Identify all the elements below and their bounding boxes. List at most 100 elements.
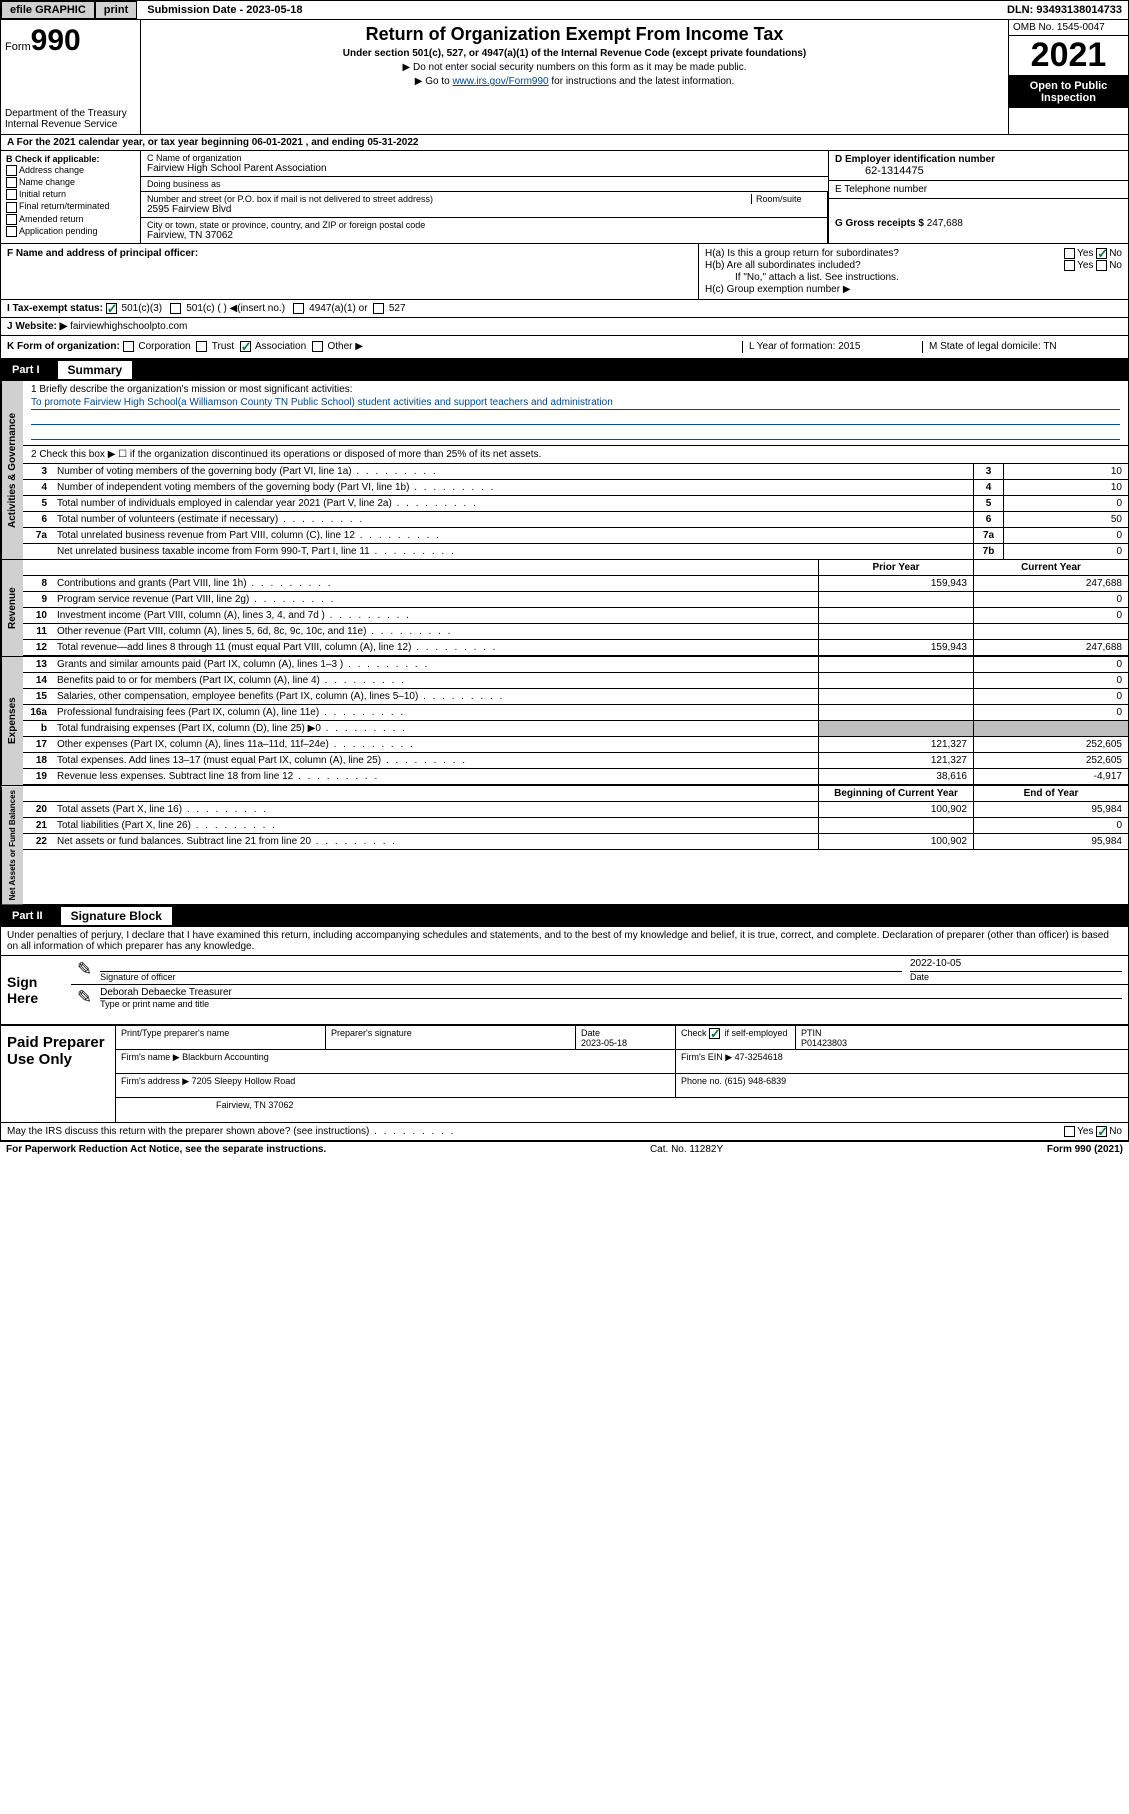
part2-body: Under penalties of perjury, I declare th… [0, 927, 1129, 1026]
hb-yes[interactable] [1064, 260, 1075, 271]
tax-year: 2021 [1009, 36, 1128, 76]
firm-ein: 47-3254618 [735, 1052, 783, 1062]
rev-line: 14Benefits paid to or for members (Part … [23, 673, 1128, 689]
current-year-label: Current Year [973, 560, 1128, 575]
rev-line: 11Other revenue (Part VIII, column (A), … [23, 624, 1128, 640]
ein-cell: D Employer identification number 62-1314… [829, 151, 1128, 181]
h-group: H(a) Is this a group return for subordin… [698, 244, 1128, 299]
sig-date: 2022-10-05 [910, 958, 1122, 972]
hb-label: H(b) Are all subordinates included? [705, 260, 905, 271]
h-ptin-l: PTIN [801, 1028, 822, 1038]
gross-cell: G Gross receipts $ 247,688 [829, 199, 1128, 243]
website-value[interactable]: fairviewhighschoolpto.com [70, 321, 187, 332]
phone-cell: E Telephone number [829, 181, 1128, 199]
sign-here-section: Sign Here ✎ Signature of officer 2022-10… [1, 956, 1128, 1025]
firm-addr2: Fairview, TN 37062 [116, 1098, 1128, 1122]
f-label: F Name and address of principal officer: [7, 248, 198, 259]
cb-assoc[interactable] [240, 341, 251, 352]
part1-header: Part I Summary [0, 359, 1129, 381]
footer-right: Form 990 (2021) [1047, 1144, 1123, 1155]
cb-final-return[interactable]: Final return/terminated [6, 201, 135, 212]
paid-label: Paid Preparer Use Only [1, 1026, 116, 1122]
begin-year-label: Beginning of Current Year [818, 786, 973, 801]
footer-mid: Cat. No. 11282Y [326, 1144, 1047, 1155]
summary-line: Net unrelated business taxable income fr… [23, 544, 1128, 559]
form-990-big: 990 [31, 24, 81, 57]
irs-discuss-row: May the IRS discuss this return with the… [0, 1123, 1129, 1141]
dept-treasury: Department of the Treasury Internal Reve… [5, 108, 136, 130]
cb-other[interactable] [312, 341, 323, 352]
rev-line: 16aProfessional fundraising fees (Part I… [23, 705, 1128, 721]
irs-no[interactable] [1096, 1126, 1107, 1137]
col-b-check: B Check if applicable: Address change Na… [1, 151, 141, 243]
sign-here-label: Sign Here [1, 956, 71, 1024]
ha-yes[interactable] [1064, 248, 1075, 259]
section-fh: F Name and address of principal officer:… [0, 244, 1129, 300]
rev-line: 10Investment income (Part VIII, column (… [23, 608, 1128, 624]
return-title: Return of Organization Exempt From Incom… [149, 24, 1000, 45]
cb-initial-return[interactable]: Initial return [6, 189, 135, 200]
note-ssn: ▶ Do not enter social security numbers o… [149, 62, 1000, 73]
prior-year-label: Prior Year [818, 560, 973, 575]
cb-amended[interactable]: Amended return [6, 214, 135, 225]
cb-501c3[interactable] [106, 303, 117, 314]
footer: For Paperwork Reduction Act Notice, see … [0, 1141, 1129, 1157]
part2-header: Part II Signature Block [0, 905, 1129, 927]
section-bcde: B Check if applicable: Address change Na… [0, 151, 1129, 244]
part1-title: Summary [58, 361, 133, 379]
part1-exp: Expenses 13Grants and similar amounts pa… [0, 657, 1129, 786]
end-year-label: End of Year [973, 786, 1128, 801]
ein-value: 62-1314475 [835, 165, 1122, 177]
line2: 2 Check this box ▶ ☐ if the organization… [23, 446, 1128, 464]
efile-label: efile GRAPHIC [1, 1, 95, 19]
city-value: Fairview, TN 37062 [147, 230, 821, 241]
submission-date: Submission Date - 2023-05-18 [137, 2, 312, 18]
firm-addr-row: Firm's address ▶ 7205 Sleepy Hollow Road… [116, 1074, 1128, 1098]
cb-trust[interactable] [196, 341, 207, 352]
sig-officer-label: Signature of officer [100, 972, 902, 982]
hc-label: H(c) Group exemption number ▶ [705, 284, 1122, 295]
dln: DLN: 93493138014733 [1001, 2, 1128, 18]
form-number: Form990 [5, 24, 136, 58]
firm-name: Blackburn Accounting [182, 1052, 269, 1062]
rev-line: 8Contributions and grants (Part VIII, li… [23, 576, 1128, 592]
addr-city-cell: City or town, state or province, country… [141, 218, 827, 243]
cb-corp[interactable] [123, 341, 134, 352]
cb-name-change[interactable]: Name change [6, 177, 135, 188]
cb-4947[interactable] [293, 303, 304, 314]
firm-addr2-row: Fairview, TN 37062 [116, 1098, 1128, 1122]
row-a-period: A For the 2021 calendar year, or tax yea… [0, 135, 1129, 151]
firm-addr1: 7205 Sleepy Hollow Road [192, 1076, 296, 1086]
topbar: efile GRAPHIC print Submission Date - 20… [0, 0, 1129, 20]
side-netassets: Net Assets or Fund Balances [1, 786, 23, 904]
cb-self-emp[interactable] [709, 1028, 720, 1039]
form-prefix: Form [5, 41, 31, 53]
part2-title: Signature Block [61, 907, 172, 925]
ha-no[interactable] [1096, 248, 1107, 259]
rev-line: 15Salaries, other compensation, employee… [23, 689, 1128, 705]
cb-501c[interactable] [170, 303, 181, 314]
form-header: Form990 Department of the Treasury Inter… [0, 20, 1129, 135]
summary-line: 3Number of voting members of the governi… [23, 464, 1128, 480]
dba-row: Doing business as [141, 177, 828, 192]
begin-end-header: Beginning of Current Year End of Year [23, 786, 1128, 802]
addr-value: 2595 Fairview Blvd [147, 204, 821, 215]
cb-application[interactable]: Application pending [6, 226, 135, 237]
cb-address-change[interactable]: Address change [6, 165, 135, 176]
rev-line: 9Program service revenue (Part VIII, lin… [23, 592, 1128, 608]
h-print: Print/Type preparer's name [116, 1026, 326, 1049]
irs-question: May the IRS discuss this return with the… [7, 1126, 455, 1137]
note-pre: ▶ Go to [415, 76, 453, 87]
rev-line: 12Total revenue—add lines 8 through 11 (… [23, 640, 1128, 656]
paid-preparer: Paid Preparer Use Only Print/Type prepar… [0, 1026, 1129, 1123]
h-date-v: 2023-05-18 [581, 1038, 627, 1048]
print-button[interactable]: print [95, 1, 137, 19]
rev-line: 13Grants and similar amounts paid (Part … [23, 657, 1128, 673]
irs-link[interactable]: www.irs.gov/Form990 [452, 76, 548, 87]
hb-no[interactable] [1096, 260, 1107, 271]
cb-527[interactable] [373, 303, 384, 314]
irs-yes[interactable] [1064, 1126, 1075, 1137]
k-label: K Form of organization: [7, 342, 120, 353]
org-name-row: C Name of organization Fairview High Sch… [141, 151, 828, 177]
h-date-l: Date [581, 1028, 600, 1038]
